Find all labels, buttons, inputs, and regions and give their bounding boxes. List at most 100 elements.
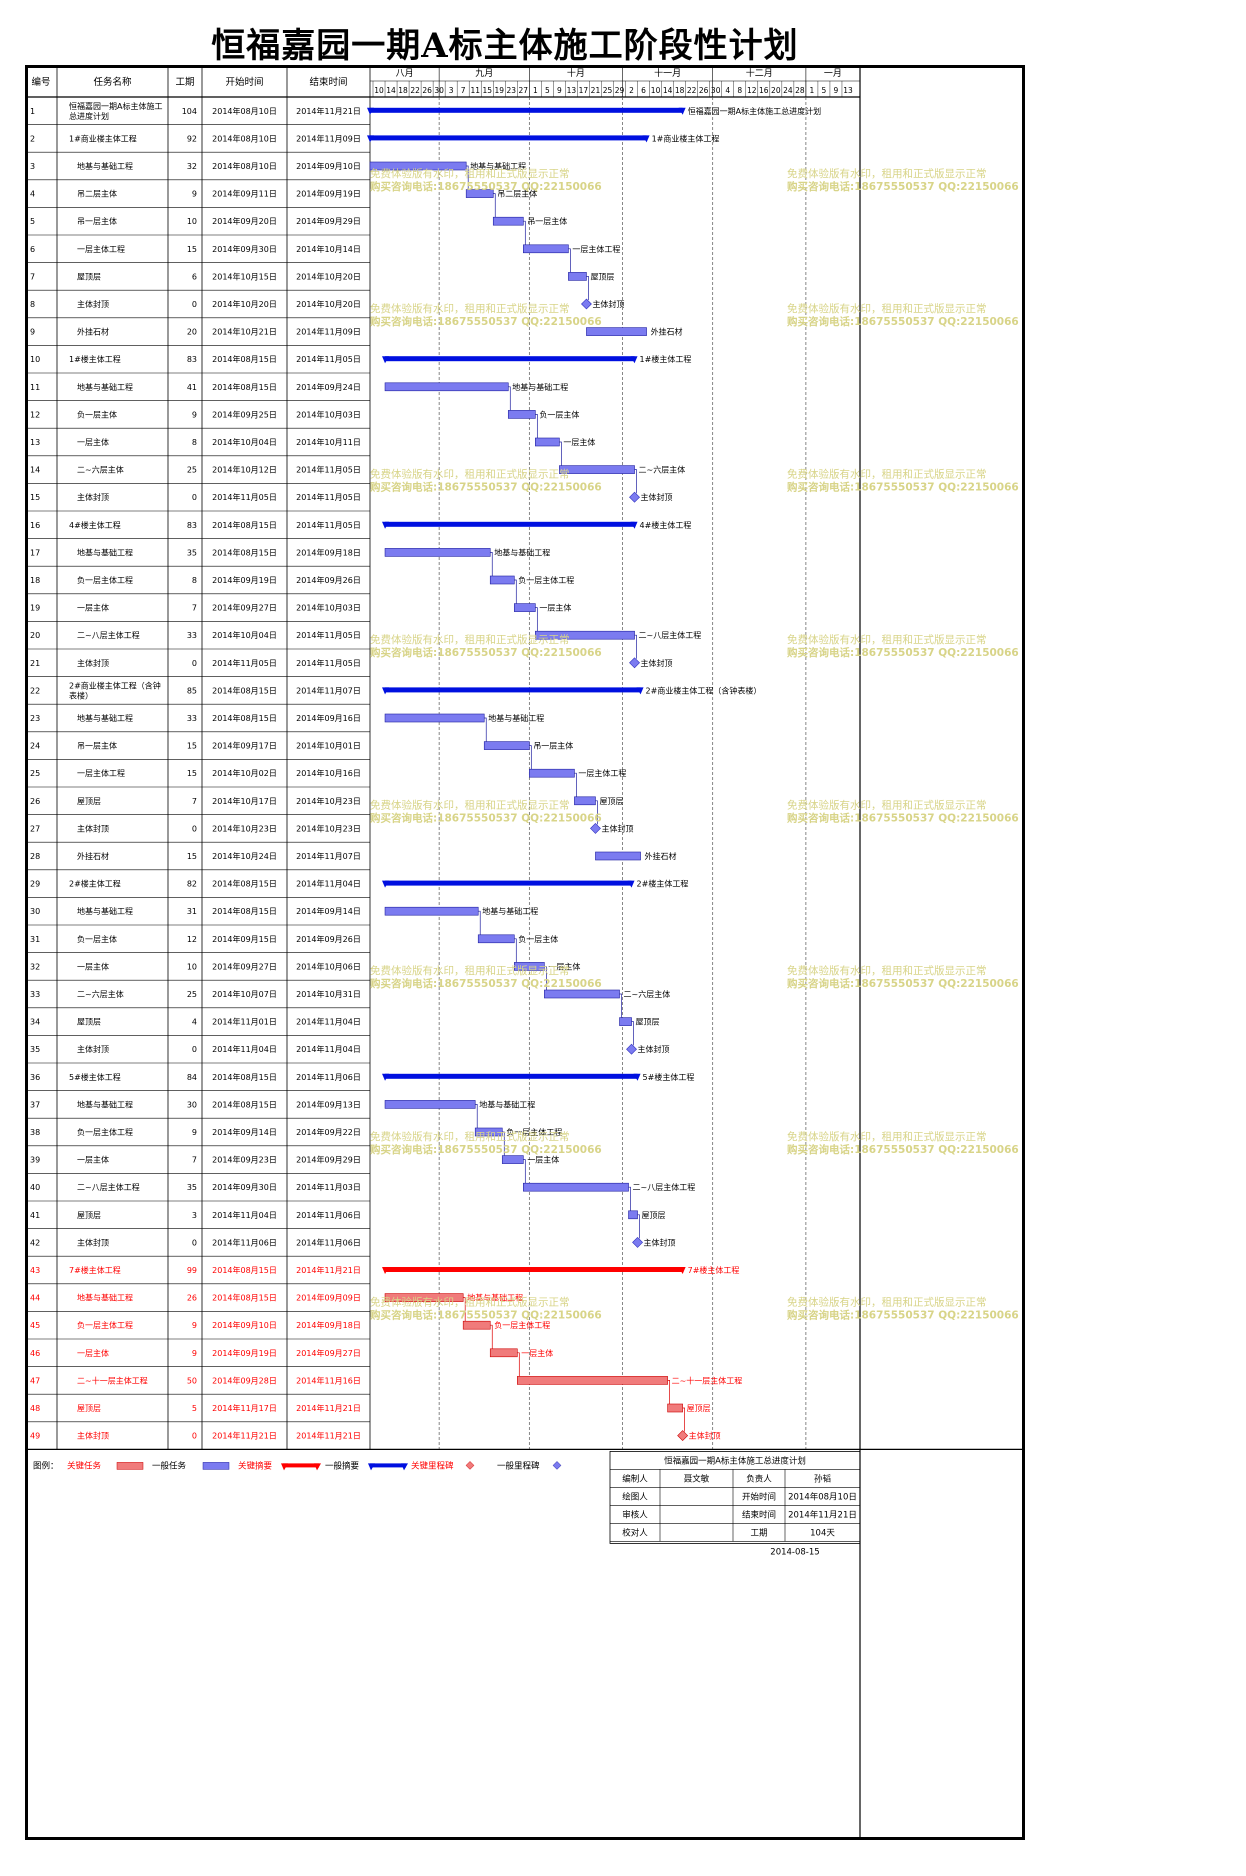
bar-label: 一层主体	[548, 961, 580, 971]
cell-start: 2014年08月10日	[212, 133, 277, 143]
dependency-arrow	[478, 910, 481, 935]
cell-end: 2014年11月21日	[296, 1431, 361, 1441]
cell-id: 49	[30, 1432, 40, 1441]
watermark-line1: 免费体验版有水印，租用和正式版显示正常	[787, 799, 987, 812]
gantt-bar	[477, 934, 515, 944]
cell-duration: 7	[192, 604, 197, 613]
cell-duration: 26	[187, 1294, 197, 1303]
cell-duration: 32	[187, 162, 197, 171]
cell-duration: 9	[192, 1349, 197, 1358]
cell-id: 41	[30, 1211, 40, 1220]
info-cell: 聂文敏	[684, 1473, 710, 1484]
watermark-line2: 购买咨询电话:18675550537 QQ:22150066	[370, 646, 602, 659]
cell-end: 2014年09月27日	[296, 1348, 361, 1358]
cell-start: 2014年11月04日	[212, 1210, 277, 1220]
cell-end: 2014年10月31日	[296, 989, 361, 999]
summary-start-marker	[382, 880, 390, 888]
legend-item-label: 一般任务	[152, 1460, 187, 1471]
cell-end: 2014年10月14日	[296, 244, 361, 254]
cell-end: 2014年09月18日	[296, 547, 361, 557]
cell-id: 9	[30, 328, 35, 337]
cell-id: 8	[30, 300, 35, 309]
dependency-arrow	[667, 1380, 670, 1404]
cell-start: 2014年10月20日	[212, 299, 277, 309]
cell-end: 2014年11月03日	[296, 1182, 361, 1192]
gantt-bar	[492, 216, 524, 226]
cell-end: 2014年11月06日	[296, 1237, 361, 1247]
dependency-arrow	[523, 220, 526, 245]
bar-label: 二~六层主体	[639, 465, 686, 475]
watermark-line1: 免费体验版有水印，租用和正式版显示正常	[370, 799, 570, 812]
bar-label: 一层主体	[527, 1155, 559, 1165]
cell-name: 地基与基础工程	[77, 1293, 133, 1303]
day-label: 14	[663, 86, 673, 95]
cell-name: 一层主体	[77, 603, 109, 613]
watermark-line1: 免费体验版有水印，租用和正式版显示正常	[370, 1130, 570, 1143]
cell-duration: 9	[192, 410, 197, 419]
column-header: 工期	[175, 77, 194, 88]
cell-duration: 33	[187, 714, 197, 723]
gantt-bar	[384, 382, 509, 392]
cell-start: 2014年09月10日	[212, 1320, 277, 1330]
cell-end: 2014年11月21日	[296, 1265, 361, 1275]
cell-name: 恒福嘉园一期A标主体施工	[69, 101, 162, 111]
cell-name: 屋顶层	[77, 1018, 101, 1027]
cell-name: 二~六层主体	[77, 465, 124, 475]
cell-name: 4#楼主体工程	[69, 520, 121, 530]
cell-duration: 30	[187, 1100, 197, 1109]
bar-label: 主体封顶	[689, 1431, 721, 1441]
dependency-arrow	[682, 1407, 685, 1432]
cell-id: 35	[30, 1045, 40, 1054]
summary-start-marker	[382, 1267, 390, 1274]
cell-start: 2014年10月04日	[212, 437, 277, 447]
bar-label: 主体封顶	[592, 299, 624, 309]
cell-name: 一层主体工程	[77, 768, 125, 778]
cell-name: 负一层主体	[77, 934, 117, 944]
cell-end: 2014年11月07日	[296, 685, 361, 695]
gantt-summary-bar	[385, 1073, 638, 1079]
info-cell: 2014年11月21日	[788, 1509, 857, 1520]
cell-duration: 0	[192, 659, 197, 668]
watermark-line1: 免费体验版有水印，租用和正式版显示正常	[370, 467, 570, 480]
cell-start: 2014年08月15日	[212, 713, 277, 723]
bar-label: 主体封顶	[644, 1237, 676, 1247]
cell-duration: 9	[192, 1128, 197, 1137]
bar-label: 屋顶层	[636, 1018, 660, 1027]
cell-id: 17	[30, 548, 40, 557]
cell-end: 2014年10月20日	[296, 271, 361, 281]
gantt-bar	[384, 548, 491, 557]
info-cell: 负责人	[746, 1473, 772, 1484]
legend-normal-summary	[370, 1463, 406, 1468]
day-label: 16	[759, 86, 769, 95]
dependency-arrow	[490, 1324, 493, 1349]
cell-duration: 12	[187, 935, 197, 944]
dependency-arrow	[523, 1159, 526, 1184]
gantt-bar	[628, 1210, 638, 1220]
cell-start: 2014年10月15日	[212, 271, 277, 281]
dependency-arrow	[634, 634, 637, 659]
cell-start: 2014年08月15日	[212, 382, 277, 392]
gantt-bar	[619, 1017, 632, 1026]
gantt-bar	[489, 1348, 518, 1358]
cell-id: 44	[30, 1294, 40, 1303]
cell-id: 25	[30, 769, 40, 778]
gantt-bar	[667, 1403, 683, 1413]
day-label: 9	[834, 86, 839, 95]
cell-start: 2014年08月15日	[212, 1265, 277, 1275]
gantt-milestone	[590, 822, 601, 834]
cell-duration: 9	[192, 190, 197, 199]
dependency-arrow	[529, 745, 532, 770]
cell-duration: 0	[192, 1045, 197, 1054]
cell-name: 主体封顶	[77, 1044, 109, 1054]
day-label: 1	[533, 86, 538, 95]
cell-start: 2014年11月21日	[212, 1431, 277, 1441]
legend-critical-milestone	[465, 1461, 475, 1470]
cell-start: 2014年09月30日	[212, 1182, 277, 1192]
bar-label: 一层主体	[539, 603, 571, 613]
cell-end: 2014年11月05日	[296, 658, 361, 668]
cell-name: 主体封顶	[77, 823, 109, 833]
bar-label: 外挂石材	[645, 851, 677, 861]
bar-label: 一层主体	[521, 1348, 553, 1358]
bar-label: 屋顶层	[687, 1404, 711, 1413]
bar-label: 5#楼主体工程	[643, 1072, 695, 1082]
